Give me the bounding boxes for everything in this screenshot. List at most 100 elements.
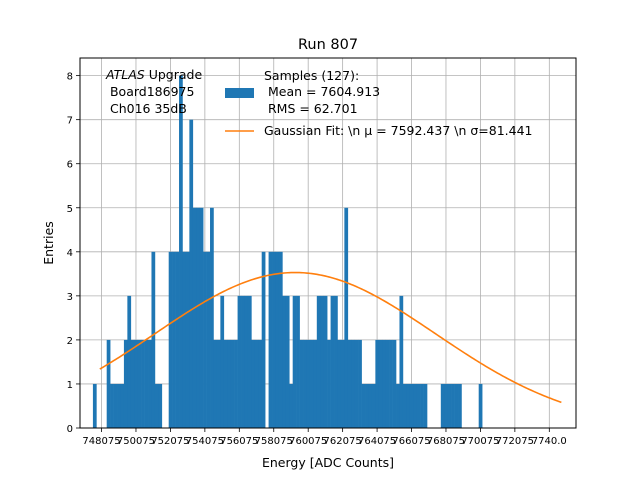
y-tick-label: 5 [67, 204, 73, 215]
histogram-bar [354, 339, 359, 428]
x-tick-label: 764075 [358, 436, 396, 447]
legend-hist-line2: Mean = 7604.913 [264, 84, 380, 99]
x-tick-label: 772075 [496, 436, 534, 447]
histogram-bar [127, 295, 132, 428]
y-axis-ticks: 0 1 2 3 4 5 6 7 8 [67, 72, 80, 435]
histogram-bar [327, 339, 331, 428]
y-axis-label: Entries [41, 221, 56, 265]
board-label: Board186975 [106, 84, 194, 99]
legend-fit-label: Gaussian Fit: \n μ = 7592.437 \n σ=81.44… [264, 123, 533, 138]
histogram-bar [478, 383, 483, 428]
y-tick-label: 7 [67, 116, 73, 127]
histogram-bar [303, 339, 307, 428]
histogram-bar [458, 383, 462, 428]
y-tick-label: 1 [67, 380, 73, 391]
histogram-bar [402, 383, 407, 428]
histogram-bar [447, 383, 452, 428]
svg-text:ATLAS Upgrade: ATLAS Upgrade [105, 67, 202, 82]
y-tick-label: 4 [67, 248, 73, 259]
histogram-bar [120, 383, 125, 428]
histogram-bar [251, 339, 256, 428]
histogram-bar [172, 251, 176, 428]
histogram-bar [368, 383, 373, 428]
histogram-bar [358, 339, 362, 428]
histogram-bar [406, 383, 411, 428]
histogram-bar [423, 383, 428, 428]
histogram-bar [299, 339, 304, 428]
histogram-bar [440, 383, 445, 428]
x-tick-label: 768075 [427, 436, 465, 447]
histogram-bar [247, 295, 252, 428]
histogram-bar [179, 75, 183, 428]
histogram-bar [185, 251, 190, 428]
x-tick-label: 752075 [151, 436, 189, 447]
histogram-bar [189, 119, 194, 429]
x-axis-label: Energy [ADC Counts] [262, 455, 394, 470]
histogram-bar [351, 339, 355, 428]
histogram-bar [234, 339, 238, 428]
histogram-bar [117, 383, 121, 428]
x-tick-label: 756075 [220, 436, 258, 447]
histogram-bar [203, 251, 207, 428]
histogram-bar [378, 339, 383, 428]
histogram-bar [285, 295, 290, 428]
histogram-bar [92, 383, 97, 428]
histogram-bar [361, 383, 366, 428]
histogram-bar [216, 339, 221, 428]
histogram-bar [330, 295, 335, 428]
histogram-bar [292, 295, 297, 428]
histogram-bar [420, 383, 424, 428]
gaussian-fit-line [99, 271, 562, 404]
histogram-bar [399, 295, 404, 428]
histogram-bar [389, 339, 393, 428]
histogram-bar [382, 339, 386, 428]
y-tick-label: 2 [67, 336, 73, 347]
histogram-bar [123, 339, 128, 428]
histogram-bar [237, 295, 242, 428]
histogram-bar [444, 383, 448, 428]
histogram-bar [296, 295, 300, 428]
histogram-bar [454, 383, 459, 428]
histogram-bar [141, 339, 145, 428]
histogram-bar [323, 295, 328, 428]
atlas-annotation: ATLAS Upgrade Board186975 Ch016 35dB [105, 67, 202, 116]
x-tick-label: 754075 [186, 436, 224, 447]
histogram-bar [258, 339, 262, 428]
y-tick-label: 6 [67, 160, 73, 171]
histogram-bar [210, 207, 214, 428]
chart-title: Run 807 [298, 37, 358, 53]
histogram-bar [409, 383, 414, 428]
histogram-bar [130, 339, 135, 428]
channel-label: Ch016 35dB [106, 101, 187, 116]
histogram-bar [144, 339, 149, 428]
histogram-bar [396, 383, 400, 428]
histogram-bar [313, 339, 318, 428]
legend: Samples (127): Mean = 7604.913 RMS = 62.… [225, 68, 533, 138]
histogram-bar [272, 251, 276, 428]
histogram-bar [196, 207, 200, 428]
x-tick-label: 760075 [289, 436, 327, 447]
histogram-bar [199, 207, 204, 428]
histogram-bar [261, 251, 266, 428]
x-tick-label: 766075 [392, 436, 430, 447]
histogram-bar [282, 295, 287, 428]
histogram-bar [413, 383, 417, 428]
histogram-bars [92, 75, 483, 429]
histogram-bar [371, 383, 376, 428]
histogram-bar [110, 383, 114, 428]
histogram-bar [347, 339, 352, 428]
upgrade-label: Upgrade [145, 67, 203, 82]
histogram-bar [306, 339, 311, 428]
histogram-bar [365, 383, 369, 428]
histogram-bar [316, 295, 321, 428]
legend-hist-line3: RMS = 62.701 [264, 101, 358, 116]
histogram-bar [213, 339, 218, 428]
y-tick-label: 8 [67, 72, 73, 83]
histogram-bar [113, 383, 118, 428]
histogram-bar [309, 339, 314, 428]
histogram-bar [220, 295, 225, 428]
histogram-bar [375, 339, 380, 428]
histogram-bar [344, 207, 349, 428]
histogram-bar [137, 339, 142, 428]
